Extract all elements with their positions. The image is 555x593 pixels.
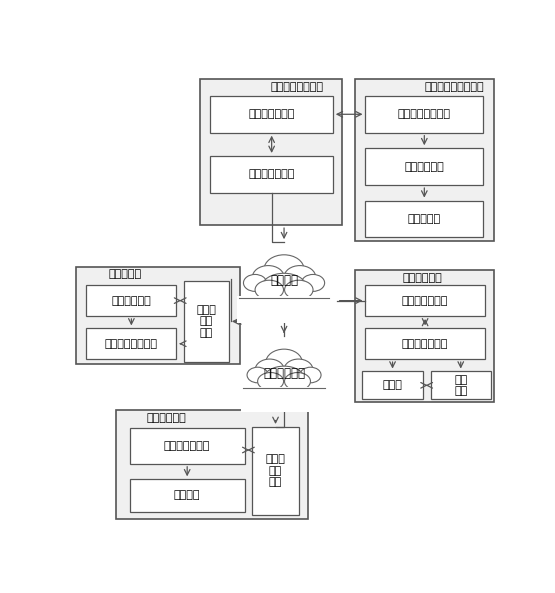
Text: 数据端
通信
模块: 数据端 通信 模块 (196, 305, 216, 338)
Ellipse shape (253, 266, 284, 289)
Ellipse shape (242, 262, 326, 304)
Bar (87, 285, 176, 316)
Text: 电控
云台: 电控 云台 (454, 375, 467, 396)
Bar (355, 270, 494, 402)
Bar (362, 371, 423, 399)
Text: 智能手持控制器: 智能手持控制器 (249, 109, 295, 119)
Bar (431, 371, 491, 399)
Text: 动作指示处理模块: 动作指示处理模块 (398, 109, 451, 119)
Ellipse shape (246, 356, 322, 394)
Bar (210, 96, 333, 133)
Ellipse shape (255, 359, 284, 380)
Text: 控制驱动模块: 控制驱动模块 (405, 162, 444, 171)
Ellipse shape (258, 372, 284, 390)
Bar (130, 479, 245, 512)
Text: 工业机械手执行机构: 工业机械手执行机构 (425, 82, 484, 91)
Bar (116, 410, 308, 519)
Bar (87, 329, 176, 359)
Ellipse shape (284, 359, 313, 380)
Text: 移动通信网络: 移动通信网络 (263, 366, 305, 380)
Ellipse shape (264, 366, 304, 391)
Text: 互联网络: 互联网络 (270, 275, 298, 288)
Bar (75, 267, 240, 364)
Bar (184, 280, 229, 362)
Bar (365, 96, 483, 133)
Ellipse shape (247, 367, 268, 383)
Ellipse shape (262, 273, 306, 300)
Bar (253, 427, 299, 515)
Bar (130, 428, 245, 464)
Text: 视频监控控制器: 视频监控控制器 (402, 339, 448, 349)
Ellipse shape (301, 275, 325, 291)
Text: 易示模块: 易示模块 (174, 490, 200, 500)
Text: 数据存储管理模块: 数据存储管理模块 (105, 339, 158, 349)
Ellipse shape (255, 280, 284, 299)
Text: 摄像头: 摄像头 (382, 380, 402, 390)
Ellipse shape (264, 255, 304, 284)
Ellipse shape (284, 266, 316, 289)
Ellipse shape (300, 367, 321, 383)
Ellipse shape (285, 372, 310, 390)
Ellipse shape (266, 349, 302, 376)
Bar (365, 285, 485, 316)
Text: 智能手持控制终端: 智能手持控制终端 (271, 82, 324, 91)
Bar (365, 329, 485, 359)
Bar (365, 148, 483, 185)
Bar (355, 79, 494, 241)
Text: 视频端通信模块: 视频端通信模块 (402, 296, 448, 305)
Bar (236, 296, 331, 323)
Bar (210, 156, 333, 193)
Text: 服务处理模块: 服务处理模块 (112, 296, 152, 305)
Text: 工业机械手: 工业机械手 (408, 214, 441, 224)
Text: 移动端
通信
模块: 移动端 通信 模块 (266, 454, 285, 487)
Ellipse shape (244, 275, 266, 291)
Bar (200, 79, 342, 225)
Bar (241, 387, 327, 412)
Text: 数据服务器: 数据服务器 (108, 269, 142, 279)
Ellipse shape (285, 280, 313, 299)
Text: 远程移动终端: 远程移动终端 (147, 413, 186, 423)
Text: 手持端通信模块: 手持端通信模块 (249, 170, 295, 179)
Bar (365, 200, 483, 237)
Text: 移动客户端模块: 移动客户端模块 (164, 441, 210, 451)
Text: 视频监控机构: 视频监控机构 (402, 273, 442, 282)
